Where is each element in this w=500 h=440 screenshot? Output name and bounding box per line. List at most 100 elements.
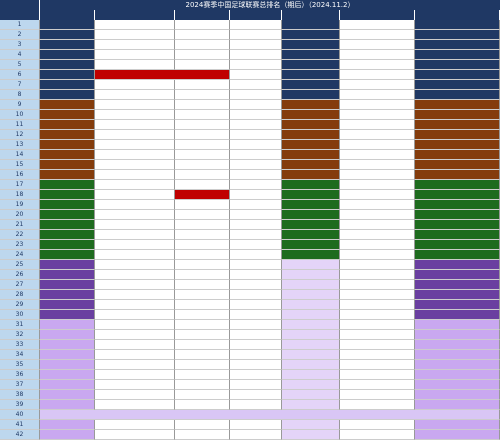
rank-cell: 10 (0, 110, 40, 120)
cell (230, 390, 282, 400)
rank-cell: 12 (0, 130, 40, 140)
cell (175, 400, 230, 410)
cell (230, 350, 282, 360)
cell (282, 80, 340, 90)
cell (230, 90, 282, 100)
rank-cell: 20 (0, 210, 40, 220)
cell (230, 320, 282, 330)
cell (175, 130, 230, 140)
cell (230, 180, 282, 190)
cell (175, 280, 230, 290)
rank-cell: 17 (0, 180, 40, 190)
header-cell (415, 10, 500, 20)
cell (282, 90, 340, 100)
cell (230, 80, 282, 90)
cell (415, 290, 500, 300)
cell (340, 250, 415, 260)
cell (175, 80, 230, 90)
cell (282, 60, 340, 70)
cell (175, 230, 230, 240)
cell (40, 390, 95, 400)
cell (340, 420, 415, 430)
cell (95, 30, 175, 40)
cell (95, 150, 175, 160)
cell (415, 370, 500, 380)
rank-cell: 2 (0, 30, 40, 40)
cell (40, 380, 95, 390)
cell (282, 260, 340, 270)
cell (175, 290, 230, 300)
cell (415, 180, 500, 190)
cell (282, 50, 340, 60)
cell (282, 360, 340, 370)
cell (40, 210, 95, 220)
cell (340, 350, 415, 360)
cell (340, 110, 415, 120)
cell (415, 270, 500, 280)
cell (282, 200, 340, 210)
cell (415, 360, 500, 370)
cell (282, 270, 340, 280)
cell (175, 200, 230, 210)
cell (230, 110, 282, 120)
cell (40, 350, 95, 360)
cell (282, 380, 340, 390)
cell (230, 430, 282, 440)
cell (340, 50, 415, 60)
cell (230, 370, 282, 380)
cell (282, 340, 340, 350)
rank-cell: 14 (0, 150, 40, 160)
cell (175, 20, 230, 30)
cell (230, 40, 282, 50)
cell (95, 390, 175, 400)
cell (282, 190, 340, 200)
cell (230, 240, 282, 250)
cell (175, 350, 230, 360)
cell (175, 150, 230, 160)
cell (340, 270, 415, 280)
cell (282, 210, 340, 220)
cell (340, 200, 415, 210)
cell (230, 150, 282, 160)
rank-cell: 1 (0, 20, 40, 30)
cell (340, 360, 415, 370)
cell (40, 310, 95, 320)
cell (40, 360, 95, 370)
cell (415, 280, 500, 290)
cell (415, 320, 500, 330)
cell (415, 310, 500, 320)
cell (230, 290, 282, 300)
cell (230, 190, 282, 200)
cell (340, 210, 415, 220)
rank-cell: 6 (0, 70, 40, 80)
cell (340, 260, 415, 270)
cell (282, 370, 340, 380)
cell (340, 300, 415, 310)
cell (175, 310, 230, 320)
cell (340, 100, 415, 110)
cell (95, 160, 175, 170)
cell (282, 130, 340, 140)
cell (340, 290, 415, 300)
cell (340, 30, 415, 40)
cell (40, 110, 95, 120)
cell (230, 400, 282, 410)
rank-cell: 32 (0, 330, 40, 340)
rank-cell: 23 (0, 240, 40, 250)
cell (282, 420, 340, 430)
cell (340, 310, 415, 320)
cell (340, 280, 415, 290)
cell (340, 80, 415, 90)
header-cell (230, 10, 282, 20)
cell (175, 380, 230, 390)
cell (340, 20, 415, 30)
cell (282, 330, 340, 340)
cell (230, 310, 282, 320)
cell (340, 240, 415, 250)
cell (415, 40, 500, 50)
cell (40, 220, 95, 230)
cell (95, 240, 175, 250)
cell (175, 100, 230, 110)
cell (282, 290, 340, 300)
cell (175, 140, 230, 150)
